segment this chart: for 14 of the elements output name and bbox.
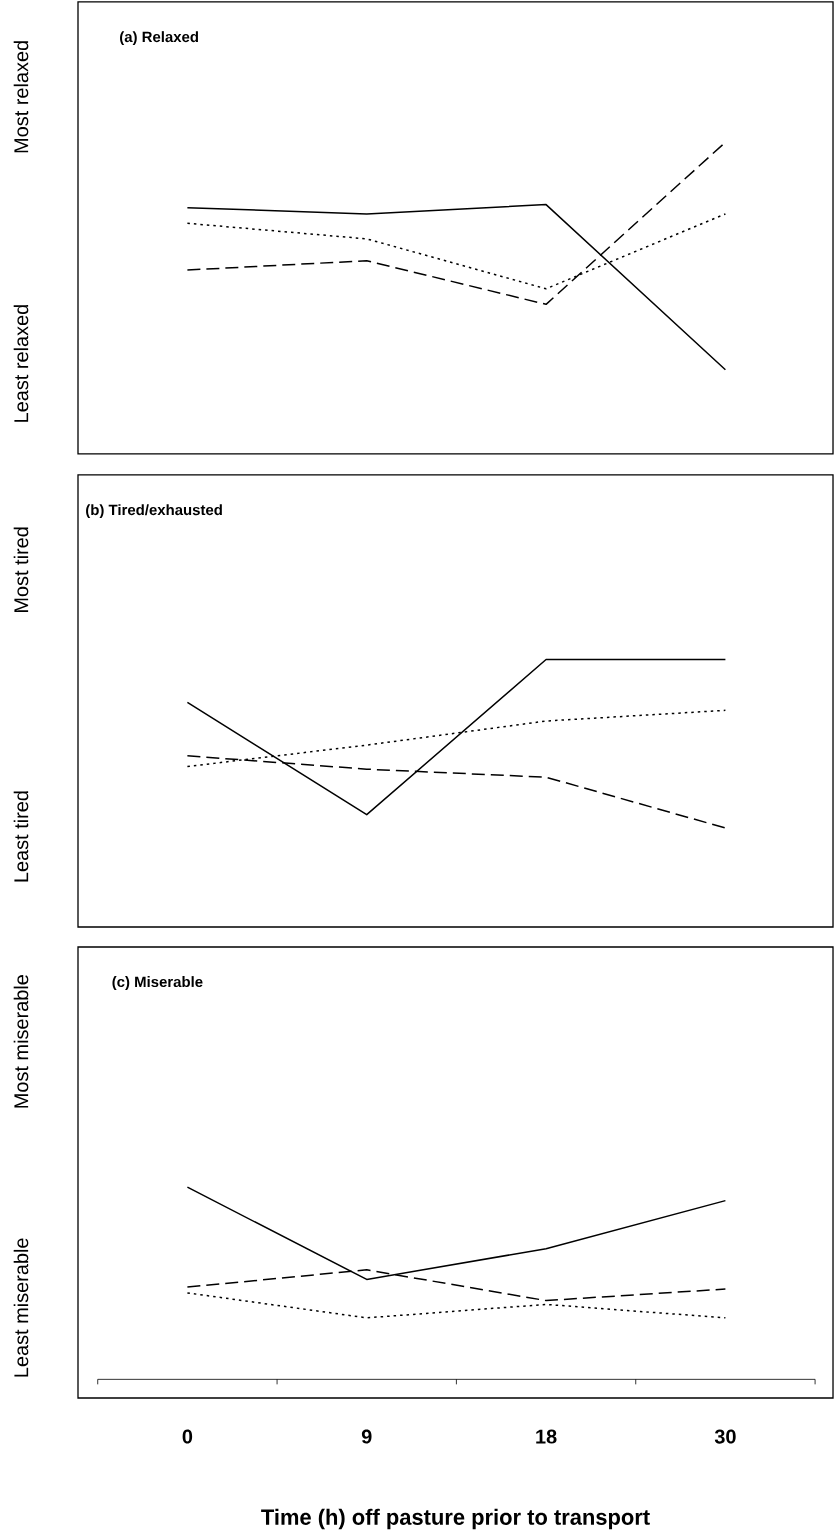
x-tick-label: 30 — [714, 1429, 736, 1444]
text: Least relaxed — [13, 305, 29, 422]
text: Most relaxed — [13, 41, 29, 153]
chart-title: (c) Miserable — [112, 976, 203, 991]
text: Least miserable — [13, 1238, 29, 1377]
chart-title: (a) Relaxed — [120, 31, 198, 46]
text: Least tired — [13, 791, 29, 882]
x-axis-title: Time (h) off pasture prior to transport — [261, 1508, 650, 1530]
chart-title: (b) Tired/exhausted — [86, 504, 222, 519]
text: Most tired — [13, 527, 29, 612]
x-tick-label: 0 — [182, 1429, 193, 1444]
text: Most miserable — [13, 975, 29, 1108]
x-tick-label: 9 — [361, 1429, 372, 1444]
x-tick-label: 18 — [536, 1429, 557, 1444]
